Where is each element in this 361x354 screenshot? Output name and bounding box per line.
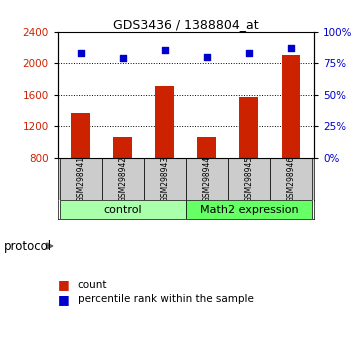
Point (204, 54, 210, 60)
Bar (239, 97, 258, 158)
Point (162, 47, 168, 52)
Text: count: count (78, 280, 107, 290)
Title: GDS3436 / 1388804_at: GDS3436 / 1388804_at (113, 18, 259, 31)
Text: ■: ■ (58, 293, 70, 306)
Text: Math2 expression: Math2 expression (200, 205, 298, 215)
Text: control: control (104, 205, 142, 215)
Bar (60, 158, 102, 200)
Bar (186, 158, 228, 200)
Bar (144, 158, 186, 200)
Text: GSM298942: GSM298942 (118, 156, 127, 202)
Text: GSM298946: GSM298946 (287, 156, 295, 202)
Bar (270, 158, 312, 200)
Point (246, 51, 252, 56)
Bar (228, 158, 270, 200)
Bar (156, 86, 174, 158)
Bar (102, 158, 144, 200)
Bar (71, 113, 90, 158)
Point (78, 51, 84, 56)
Bar (60, 200, 186, 219)
Bar (186, 200, 312, 219)
Bar (282, 56, 300, 158)
Text: protocol: protocol (4, 240, 52, 252)
Text: GSM298943: GSM298943 (160, 156, 169, 202)
Text: GSM298945: GSM298945 (244, 156, 253, 202)
Bar (113, 137, 132, 158)
Text: percentile rank within the sample: percentile rank within the sample (78, 294, 253, 304)
Point (288, 45, 294, 51)
Bar (197, 137, 216, 158)
Text: GSM298941: GSM298941 (77, 156, 85, 202)
Text: GSM298944: GSM298944 (203, 156, 212, 202)
Text: ■: ■ (58, 279, 70, 291)
Point (120, 56, 126, 61)
